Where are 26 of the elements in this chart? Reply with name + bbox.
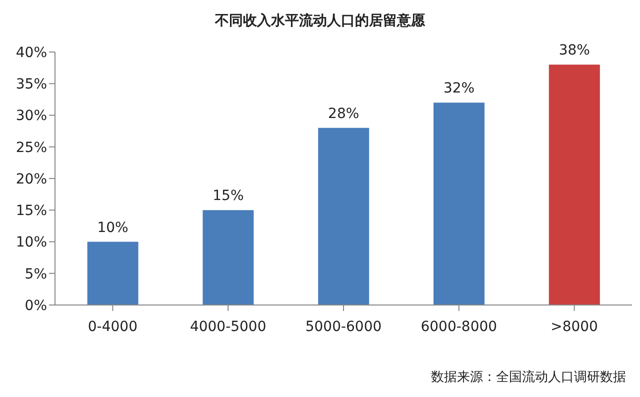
- x-tick-label: 6000-8000: [420, 318, 498, 335]
- x-tick-label: 4000-5000: [190, 318, 266, 335]
- y-tick-label: 40%: [16, 44, 47, 61]
- data-label: 15%: [212, 188, 244, 204]
- y-tick-label: 10%: [16, 234, 47, 251]
- x-tick-label: 5000-6000: [305, 318, 382, 335]
- bar: [87, 242, 138, 305]
- x-tick-label: >8000: [550, 318, 598, 335]
- y-tick-label: 5%: [24, 266, 47, 282]
- bar: [434, 102, 485, 305]
- y-tick-label: 35%: [16, 76, 47, 93]
- bar: [202, 210, 254, 305]
- y-tick-label: 30%: [16, 108, 47, 124]
- x-tick-label: 0-4000: [88, 318, 138, 335]
- data-label: 10%: [97, 220, 128, 236]
- data-label: 32%: [443, 80, 475, 97]
- data-label: 28%: [328, 106, 360, 122]
- chart-title: 不同收入水平流动人口的居留意愿: [214, 12, 426, 30]
- bar: [548, 64, 600, 305]
- bar: [318, 128, 370, 305]
- y-tick-label: 15%: [16, 203, 47, 220]
- y-tick-label: 20%: [16, 171, 47, 188]
- data-label: 38%: [558, 42, 590, 59]
- source-note: 数据来源：全国流动人口调研数据: [431, 369, 626, 386]
- y-tick-label: 0%: [24, 298, 47, 314]
- y-tick-label: 25%: [16, 140, 47, 156]
